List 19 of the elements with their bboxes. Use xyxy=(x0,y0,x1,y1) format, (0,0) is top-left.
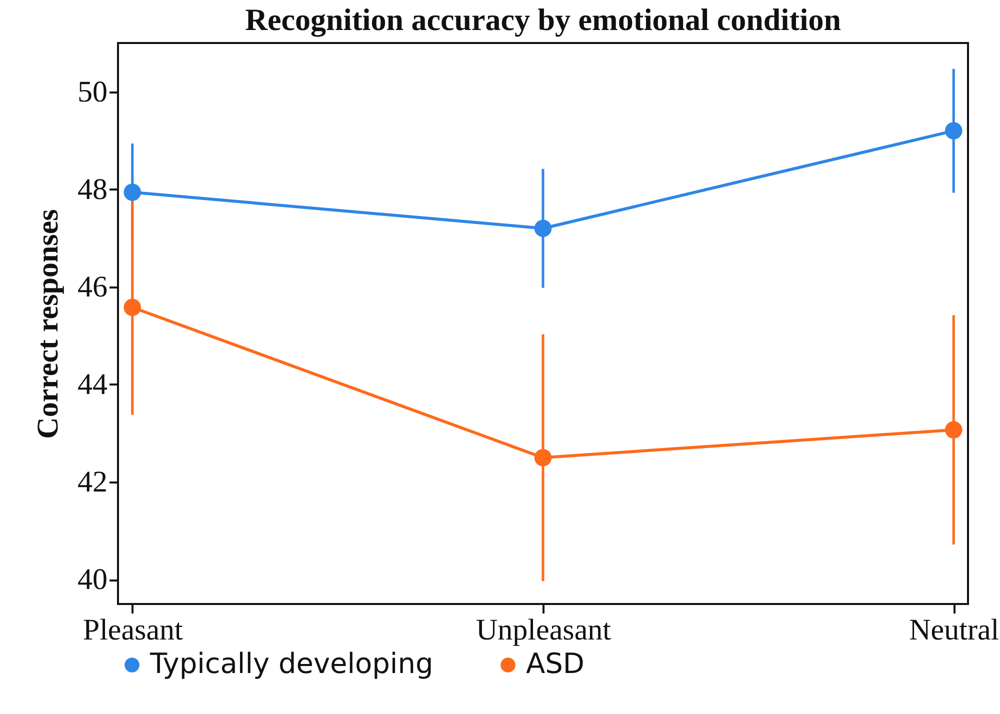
point xyxy=(124,184,142,201)
y-tick-label: 46 xyxy=(78,270,108,304)
x-tick-label: Pleasant xyxy=(82,614,184,646)
y-tick-label: 48 xyxy=(78,172,108,206)
point xyxy=(124,298,142,316)
point xyxy=(534,449,552,466)
legend-label: Typically developing xyxy=(149,647,434,680)
legend-label: ASD xyxy=(526,647,584,680)
point xyxy=(944,122,962,140)
y-tick-label: 44 xyxy=(78,368,108,401)
x-tick-label: Unpleasant xyxy=(476,614,612,646)
x-tick-label: Neutral xyxy=(909,614,1000,646)
y-tick-label: 50 xyxy=(78,75,108,108)
chart-title: Recognition accuracy by emotional condition xyxy=(245,2,841,37)
point xyxy=(534,220,552,238)
point xyxy=(944,421,962,438)
y-tick-label: 42 xyxy=(78,466,108,499)
y-axis-title: Correct responses xyxy=(32,209,64,439)
y-tick-label: 40 xyxy=(78,563,108,596)
